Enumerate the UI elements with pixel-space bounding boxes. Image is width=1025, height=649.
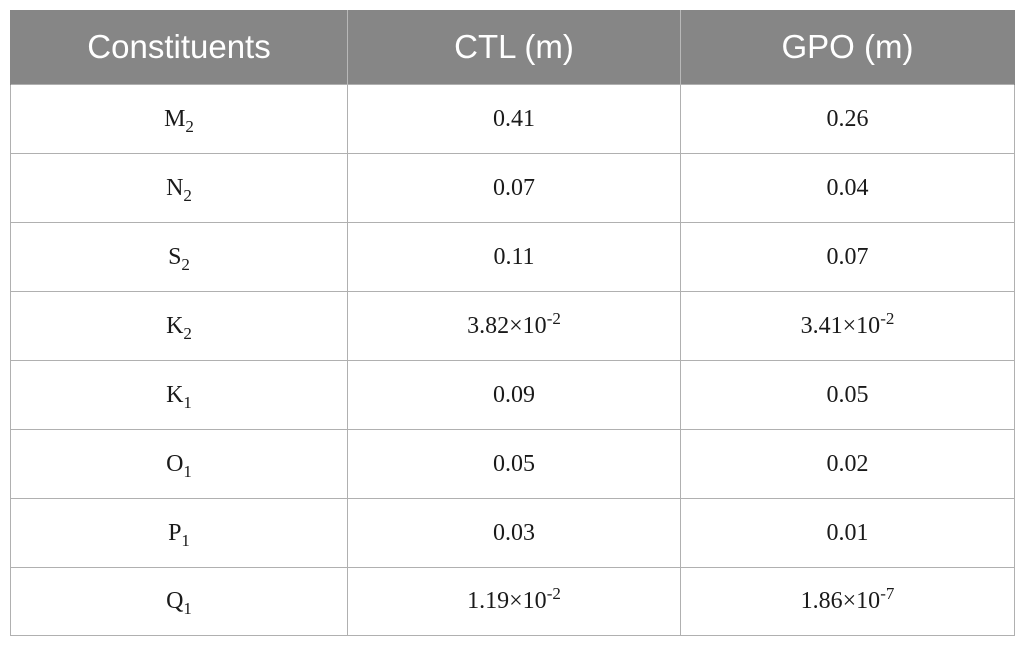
table-row: K2 3.82×10-2 3.41×10-2: [10, 291, 1015, 361]
constituent-cell: P1: [10, 498, 348, 568]
table-row: K1 0.09 0.05: [10, 360, 1015, 430]
gpo-cell: 0.05: [680, 360, 1015, 430]
gpo-cell: 0.01: [680, 498, 1015, 568]
ctl-cell: 0.11: [347, 222, 681, 292]
constituent-cell: K2: [10, 291, 348, 361]
ctl-cell: 0.41: [347, 84, 681, 154]
table-row: N2 0.07 0.04: [10, 153, 1015, 223]
header-constituents: Constituents: [10, 10, 348, 85]
constituent-cell: M2: [10, 84, 348, 154]
header-gpo: GPO (m): [680, 10, 1015, 85]
ctl-cell: 0.05: [347, 429, 681, 499]
gpo-cell: 3.41×10-2: [680, 291, 1015, 361]
ctl-cell: 0.09: [347, 360, 681, 430]
constituents-table: Constituents CTL (m) GPO (m) M2 0.41 0.2…: [10, 10, 1015, 636]
table-row: Q1 1.19×10-2 1.86×10-7: [10, 567, 1015, 636]
ctl-cell: 0.07: [347, 153, 681, 223]
table-row: S2 0.11 0.07: [10, 222, 1015, 292]
gpo-cell: 0.04: [680, 153, 1015, 223]
table-row: O1 0.05 0.02: [10, 429, 1015, 499]
constituent-cell: K1: [10, 360, 348, 430]
constituents-table-container: Constituents CTL (m) GPO (m) M2 0.41 0.2…: [10, 10, 1015, 638]
ctl-cell: 0.03: [347, 498, 681, 568]
ctl-cell: 3.82×10-2: [347, 291, 681, 361]
constituent-cell: Q1: [10, 567, 348, 636]
gpo-cell: 0.26: [680, 84, 1015, 154]
constituent-cell: N2: [10, 153, 348, 223]
header-ctl: CTL (m): [347, 10, 681, 85]
table-header-row: Constituents CTL (m) GPO (m): [10, 10, 1015, 85]
table-row: M2 0.41 0.26: [10, 84, 1015, 154]
ctl-cell: 1.19×10-2: [347, 567, 681, 636]
gpo-cell: 1.86×10-7: [680, 567, 1015, 636]
constituent-cell: O1: [10, 429, 348, 499]
gpo-cell: 0.02: [680, 429, 1015, 499]
constituent-cell: S2: [10, 222, 348, 292]
gpo-cell: 0.07: [680, 222, 1015, 292]
table-row: P1 0.03 0.01: [10, 498, 1015, 568]
